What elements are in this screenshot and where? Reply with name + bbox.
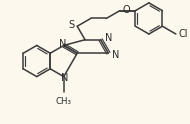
Text: N: N bbox=[105, 33, 112, 43]
Text: CH₃: CH₃ bbox=[56, 97, 72, 106]
Text: N: N bbox=[112, 50, 120, 60]
Text: S: S bbox=[68, 20, 74, 30]
Text: N: N bbox=[59, 39, 66, 49]
Text: O: O bbox=[123, 5, 130, 15]
Text: N: N bbox=[61, 73, 68, 83]
Text: Cl: Cl bbox=[179, 29, 188, 39]
